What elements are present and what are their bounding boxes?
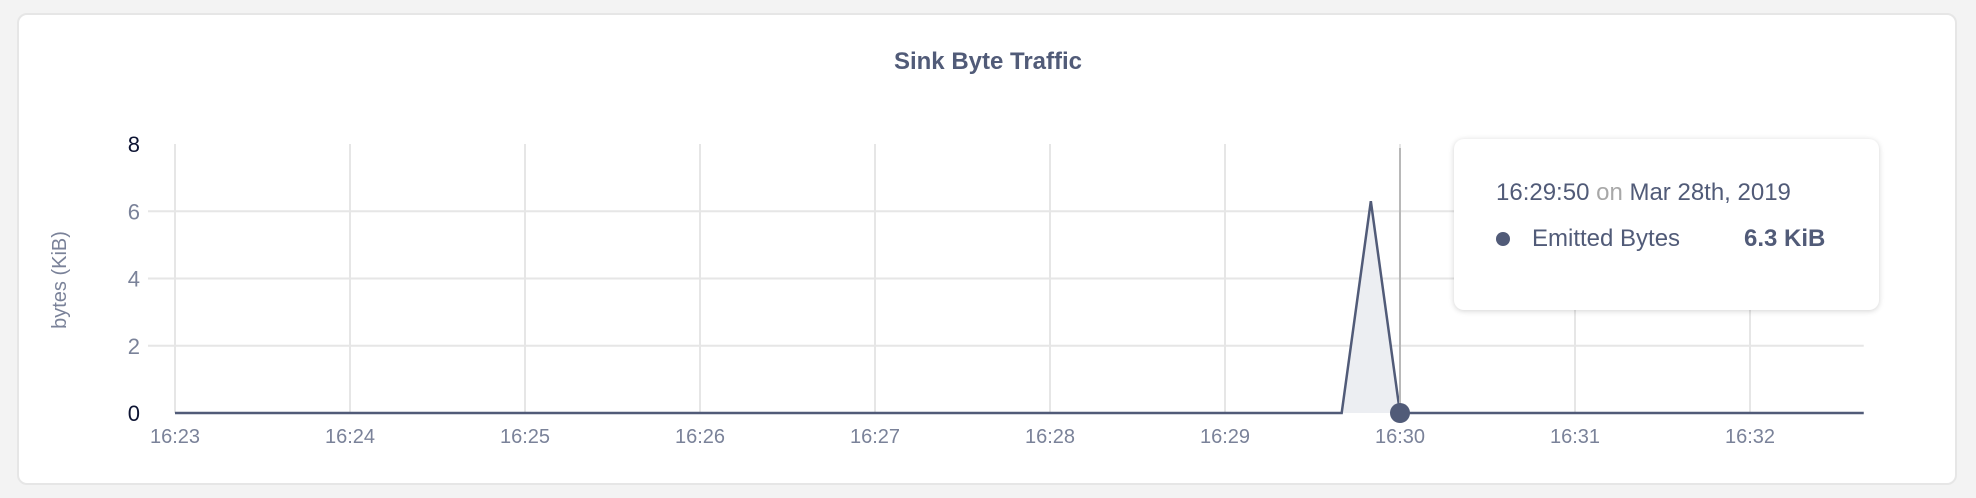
y-tick-label: 4 [128, 267, 140, 292]
x-tick-label: 16:32 [1725, 426, 1775, 448]
x-tick-label: 16:29 [1200, 426, 1250, 448]
y-tick-label: 6 [128, 199, 140, 224]
x-tick-label: 16:24 [325, 426, 375, 448]
x-tick-label: 16:25 [500, 426, 550, 448]
chart-title: Sink Byte Traffic [893, 48, 1083, 75]
tooltip-on: on [1596, 179, 1623, 206]
tooltip-date: Mar 28th, 2019 [1629, 179, 1791, 206]
tooltip-series-name: Emitted Bytes [1532, 225, 1681, 252]
x-tick-label: 16:31 [1550, 426, 1600, 448]
x-tick-label: 16:30 [1375, 426, 1425, 448]
series-dot-icon [1496, 232, 1510, 246]
y-tick-label: 8 [128, 132, 140, 157]
chart-tooltip: 16:29:50 on Mar 28th, 2019 Emitted Bytes… [1454, 139, 1879, 310]
tooltip-time: 16:29:50 [1496, 179, 1590, 206]
tooltip-series-row: Emitted Bytes 6.3 KiB [1496, 225, 1879, 253]
hover-point [1390, 403, 1410, 423]
y-axis-label: bytes (KiB) [49, 231, 71, 329]
series-line [175, 200, 1864, 415]
x-tick-label: 16:23 [150, 426, 200, 448]
tooltip-value: 6.3 KiB [1744, 225, 1826, 252]
x-tick-label: 16:28 [1025, 426, 1075, 448]
tooltip-header: 16:29:50 on Mar 28th, 2019 [1496, 179, 1879, 207]
y-tick-label: 2 [128, 334, 140, 359]
x-tick-label: 16:26 [675, 426, 725, 448]
x-tick-label: 16:27 [850, 426, 900, 448]
y-tick-label: 0 [128, 401, 140, 426]
